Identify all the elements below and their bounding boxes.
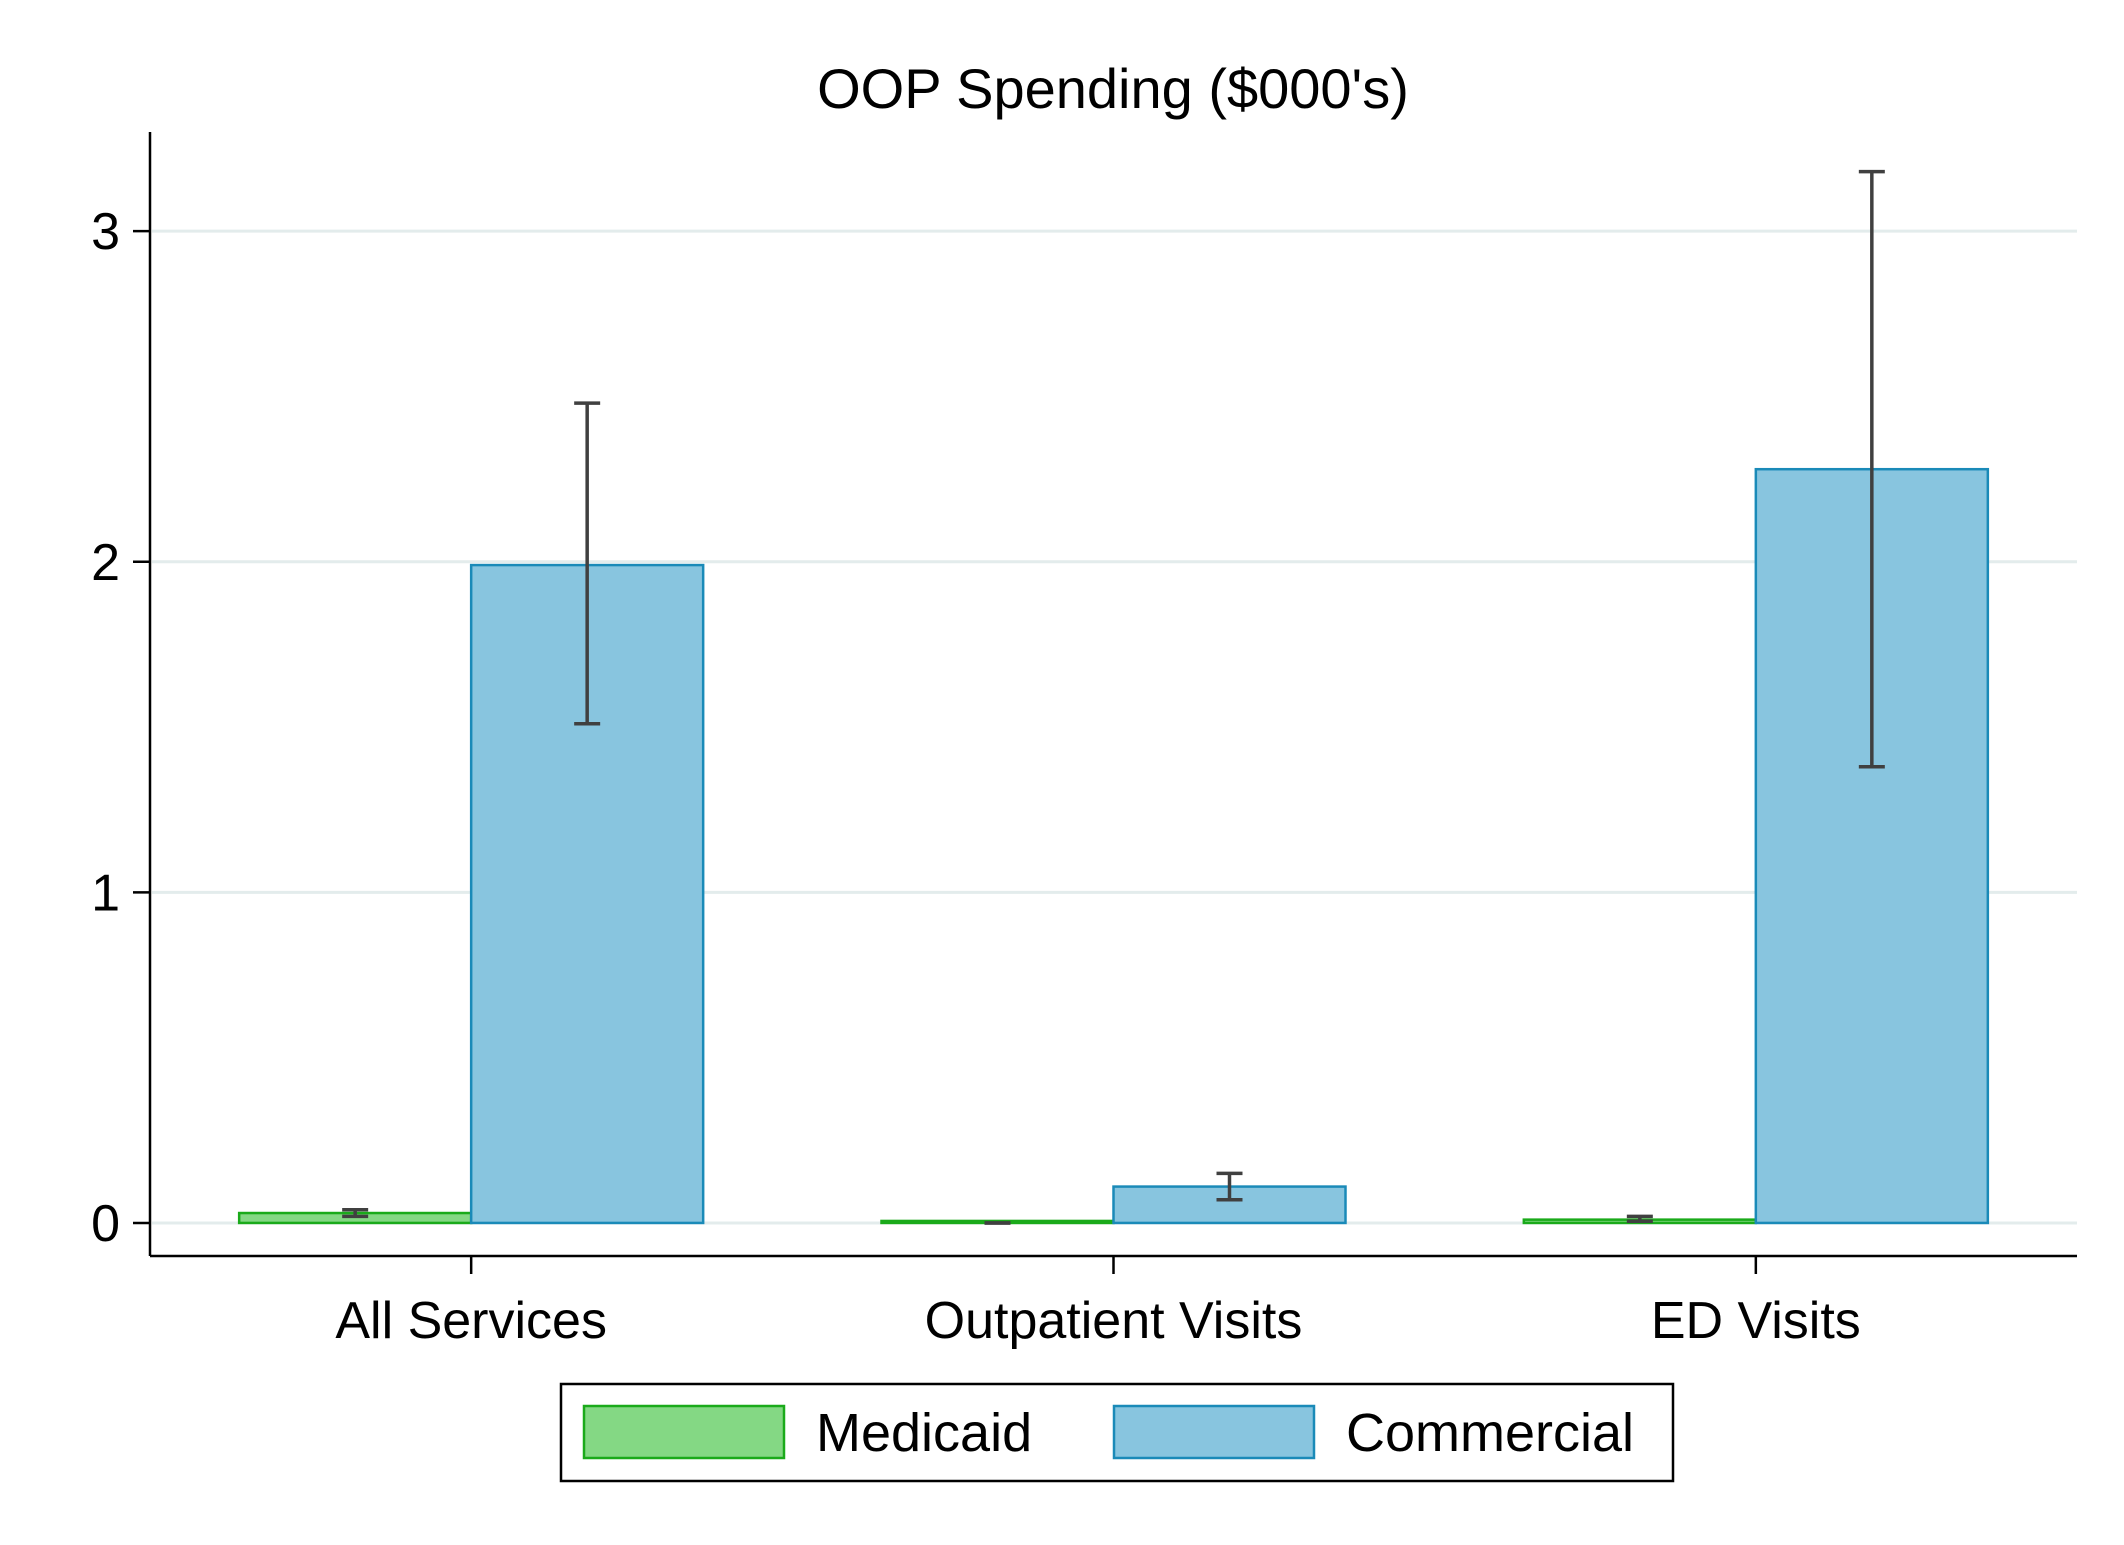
x-tick-label: Outpatient Visits bbox=[925, 1292, 1303, 1350]
x-tick-label: All Services bbox=[335, 1292, 607, 1350]
y-tick-label: 1 bbox=[91, 864, 120, 922]
legend: Medicaid Commercial bbox=[559, 1382, 1675, 1483]
x-tick-label: ED Visits bbox=[1651, 1292, 1861, 1350]
y-tick-label: 2 bbox=[91, 534, 120, 592]
legend-swatch-medicaid bbox=[582, 1404, 786, 1460]
chart-title: OOP Spending ($000's) bbox=[817, 57, 1409, 120]
error-bar-medicaid-1 bbox=[342, 1207, 369, 1219]
error-bar-medicaid-3 bbox=[1626, 1214, 1653, 1224]
error-bar-commercial-1 bbox=[574, 401, 601, 726]
error-bars bbox=[342, 169, 1885, 1225]
bars bbox=[237, 467, 1990, 1225]
legend-label-commercial: Commercial bbox=[1346, 1403, 1634, 1463]
x-ticks: All Services Outpatient Visits ED Visits bbox=[335, 1256, 1861, 1350]
y-ticks: 0 1 2 3 bbox=[91, 203, 150, 1253]
legend-label-medicaid: Medicaid bbox=[816, 1403, 1032, 1463]
legend-swatch-commercial bbox=[1112, 1404, 1316, 1460]
y-tick-label: 3 bbox=[91, 203, 120, 261]
y-tick-label: 0 bbox=[91, 1195, 120, 1253]
error-bar-commercial-2 bbox=[1216, 1171, 1243, 1202]
error-bar-commercial-3 bbox=[1858, 169, 1885, 769]
